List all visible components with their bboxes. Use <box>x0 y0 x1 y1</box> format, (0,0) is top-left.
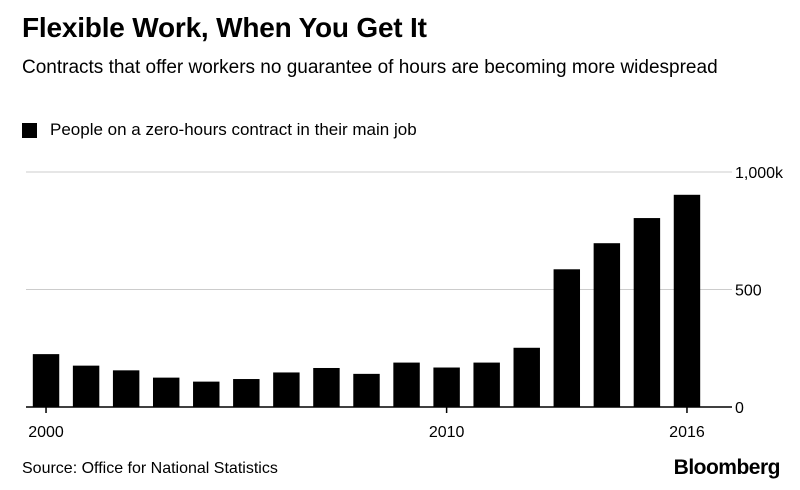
bar-2005 <box>233 379 260 407</box>
source-note: Source: Office for National Statistics <box>22 460 278 477</box>
bar-2000 <box>32 354 60 407</box>
bar-2011 <box>473 362 500 407</box>
x-tick-label: 2010 <box>429 424 465 441</box>
bar-2007 <box>313 367 340 407</box>
y-tick-label: 1,000k <box>735 165 784 182</box>
bar-2012 <box>513 347 540 407</box>
bar-2008 <box>353 373 380 407</box>
bar-2006 <box>273 372 300 407</box>
legend: People on a zero-hours contract in their… <box>22 120 417 140</box>
bar-2013 <box>553 269 581 407</box>
y-tick-label: 0 <box>735 400 744 417</box>
bar-2014 <box>593 243 621 407</box>
bloomberg-logo: Bloomberg <box>673 456 781 479</box>
bar-2003 <box>152 377 180 407</box>
bar-2015 <box>633 218 661 407</box>
x-tick-label: 2016 <box>669 424 705 441</box>
bar-2016 <box>673 194 701 407</box>
chart-title: Flexible Work, When You Get It <box>22 12 427 43</box>
chart-subtitle: Contracts that offer workers no guarante… <box>22 57 718 78</box>
x-tick-label: 2000 <box>28 424 64 441</box>
bar-2010 <box>433 367 460 407</box>
bar-2001 <box>72 365 100 407</box>
legend-swatch <box>22 122 37 138</box>
legend-label: People on a zero-hours contract in their… <box>50 120 417 139</box>
bar-2002 <box>112 370 140 407</box>
bar-2009 <box>393 362 420 407</box>
y-tick-label: 500 <box>735 283 762 300</box>
bar-2004 <box>193 381 220 407</box>
